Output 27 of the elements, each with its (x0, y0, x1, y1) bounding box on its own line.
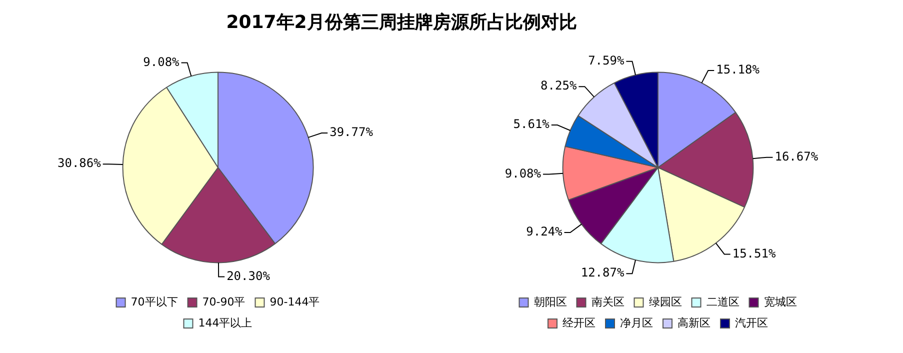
legend-label: 南关区 (591, 295, 624, 308)
data-label: 12.87% (580, 266, 625, 280)
data-label: 39.77% (330, 125, 374, 140)
data-label: 9.08% (143, 54, 180, 69)
legend-label: 90-144平 (270, 295, 320, 308)
legend-label: 144平以上 (198, 316, 252, 330)
legend-label: 二道区 (706, 295, 740, 308)
data-label: 20.30% (226, 268, 271, 283)
legend-label: 经开区 (562, 316, 596, 330)
data-label: 7.59% (588, 54, 625, 68)
data-label: 15.18% (716, 62, 760, 77)
legend-label: 朝阳区 (534, 295, 567, 308)
data-label: 5.61% (513, 117, 550, 132)
legend-label: 汽开区 (735, 316, 768, 330)
legend-label: 宽城区 (764, 295, 797, 308)
data-label: 16.67% (774, 149, 819, 164)
legend-label: 70-90平 (202, 295, 246, 308)
chart-title: 2017年2月份第三周挂牌房源所占比例对比 (225, 11, 578, 35)
legend-label: 70平以下 (130, 295, 178, 308)
data-label: 8.25% (540, 78, 578, 93)
data-label: 9.08% (504, 166, 542, 180)
data-label: 9.24% (526, 224, 564, 239)
data-label: 30.86% (57, 156, 102, 170)
legend-label: 绿园区 (648, 295, 682, 308)
data-label: 15.51% (732, 246, 776, 260)
legend-label: 净月区 (620, 316, 653, 330)
legend-label: 高新区 (678, 316, 710, 330)
